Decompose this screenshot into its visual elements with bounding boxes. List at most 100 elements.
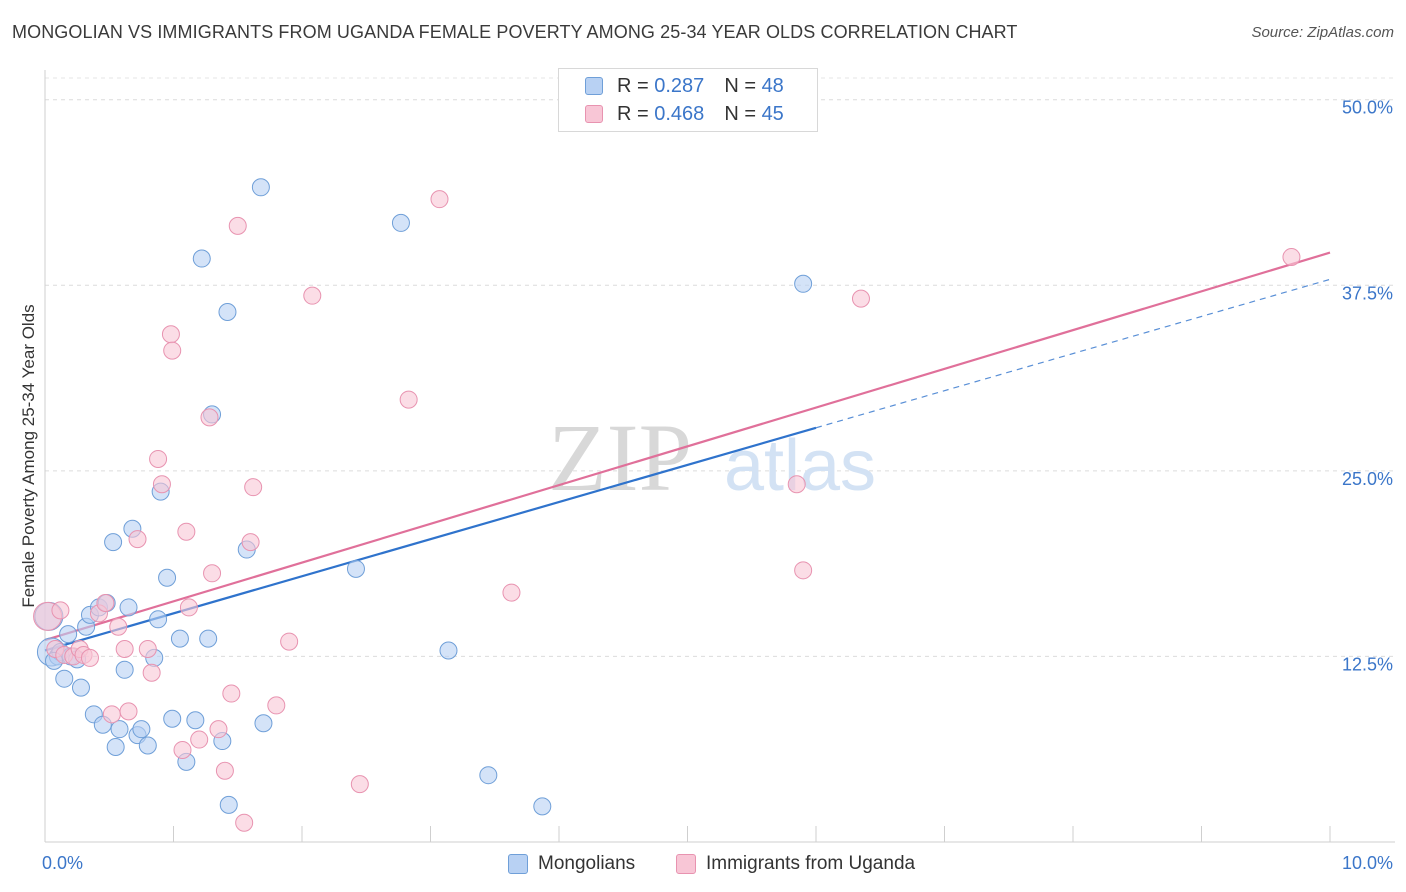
point-uganda bbox=[235, 813, 254, 832]
point-mongolians bbox=[110, 720, 129, 739]
point-uganda bbox=[152, 475, 171, 494]
bottom-legend-label-uganda: Immigrants from Uganda bbox=[706, 853, 916, 874]
point-uganda bbox=[215, 761, 234, 780]
point-mongolians bbox=[163, 709, 182, 728]
point-uganda bbox=[161, 325, 180, 344]
tick-labels: 12.5% 25.0% 37.5% 50.0% 0.0% 10.0% bbox=[42, 98, 1393, 873]
source-label: Source: ZipAtlas.com bbox=[1251, 24, 1394, 41]
point-uganda bbox=[228, 216, 247, 235]
trend-line-mongolians bbox=[44, 426, 817, 652]
point-mongolians bbox=[158, 568, 177, 587]
legend-n-label: N = bbox=[724, 102, 756, 125]
point-mongolians bbox=[218, 302, 237, 321]
chart-title: MONGOLIAN VS IMMIGRANTS FROM UGANDA FEMA… bbox=[12, 22, 1018, 42]
point-mongolians bbox=[439, 641, 458, 660]
point-mongolians bbox=[138, 736, 157, 755]
point-uganda bbox=[787, 475, 806, 494]
legend-n-value-1: 48 bbox=[761, 74, 784, 97]
point-mongolians bbox=[119, 598, 138, 617]
y-tick-label: 25.0% bbox=[1342, 469, 1393, 489]
point-uganda bbox=[244, 478, 263, 497]
point-mongolians bbox=[794, 274, 813, 293]
point-uganda bbox=[138, 640, 157, 658]
point-uganda bbox=[119, 702, 138, 721]
legend-r-value-1: 0.287 bbox=[654, 74, 705, 97]
point-mongolians bbox=[479, 766, 498, 785]
point-mongolians bbox=[132, 720, 151, 739]
point-mongolians bbox=[219, 795, 238, 814]
legend-swatch-pink bbox=[585, 105, 603, 123]
y-tick-label: 50.0% bbox=[1342, 98, 1393, 118]
point-uganda bbox=[80, 648, 99, 667]
point-uganda bbox=[430, 190, 449, 209]
y-tick-label: 37.5% bbox=[1342, 283, 1393, 303]
bottom-legend-swatch-blue bbox=[508, 854, 528, 874]
point-uganda bbox=[203, 564, 222, 583]
point-mongolians bbox=[115, 660, 134, 679]
legend-n-label: N = bbox=[724, 74, 756, 97]
point-mongolians bbox=[55, 669, 74, 688]
point-mongolians bbox=[170, 629, 189, 648]
point-mongolians bbox=[391, 213, 410, 232]
point-mongolians bbox=[533, 797, 552, 816]
point-uganda bbox=[177, 522, 196, 541]
point-uganda bbox=[502, 583, 521, 602]
axes bbox=[44, 70, 1395, 843]
point-mongolians bbox=[199, 629, 218, 648]
trend-line-mongolians-extrapolated bbox=[815, 278, 1331, 429]
point-uganda bbox=[163, 341, 182, 360]
point-uganda bbox=[350, 775, 369, 794]
legend-swatch-blue bbox=[585, 77, 603, 95]
watermark-atlas: atlas bbox=[724, 426, 876, 506]
point-mongolians bbox=[251, 178, 270, 197]
point-mongolians bbox=[149, 610, 168, 629]
point-mongolians bbox=[104, 533, 123, 552]
x-tick-label-min: 0.0% bbox=[42, 853, 83, 873]
point-uganda bbox=[1282, 248, 1301, 267]
point-uganda bbox=[399, 390, 418, 409]
correlation-legend: R = 0.287 N = 48 R = 0.468 N = 45 bbox=[558, 68, 818, 132]
point-uganda bbox=[241, 533, 260, 552]
point-mongolians bbox=[192, 249, 211, 268]
point-uganda bbox=[200, 408, 219, 427]
point-uganda bbox=[209, 720, 228, 739]
legend-r-label: R = bbox=[617, 102, 649, 125]
trend-lines bbox=[44, 251, 1331, 652]
legend-r-value-2: 0.468 bbox=[654, 102, 705, 125]
point-uganda bbox=[303, 286, 322, 305]
bottom-legend-label-mongolians: Mongolians bbox=[538, 853, 636, 874]
point-mongolians bbox=[254, 714, 273, 733]
point-uganda bbox=[115, 640, 134, 658]
point-uganda bbox=[794, 561, 813, 580]
point-uganda bbox=[851, 289, 870, 308]
watermark-zip: ZIP bbox=[548, 404, 692, 511]
point-uganda bbox=[190, 730, 209, 749]
point-uganda bbox=[280, 632, 299, 651]
bottom-legend-mongolians: Mongolians bbox=[508, 852, 635, 876]
point-uganda bbox=[173, 740, 192, 759]
point-mongolians bbox=[106, 737, 125, 756]
point-uganda bbox=[149, 449, 168, 468]
point-uganda bbox=[222, 684, 241, 703]
point-uganda bbox=[96, 593, 115, 612]
data-points bbox=[33, 178, 1301, 832]
bottom-legend-swatch-pink bbox=[676, 854, 696, 874]
point-mongolians bbox=[186, 711, 205, 730]
bottom-legend-uganda: Immigrants from Uganda bbox=[676, 852, 915, 876]
gridlines bbox=[45, 77, 1395, 657]
y-axis-label: Female Poverty Among 25-34 Year Olds bbox=[19, 304, 38, 607]
y-tick-label: 12.5% bbox=[1342, 654, 1393, 674]
point-mongolians bbox=[346, 559, 365, 578]
trend-line-uganda bbox=[44, 251, 1331, 642]
point-uganda bbox=[51, 601, 70, 620]
legend-r-label: R = bbox=[617, 74, 649, 97]
point-uganda bbox=[109, 617, 128, 636]
point-uganda bbox=[179, 598, 198, 617]
legend-n-value-2: 45 bbox=[761, 102, 784, 125]
point-uganda bbox=[267, 696, 286, 715]
point-mongolians bbox=[71, 678, 90, 697]
point-uganda bbox=[128, 530, 147, 549]
point-mongolians bbox=[59, 625, 78, 644]
point-uganda bbox=[102, 705, 121, 724]
